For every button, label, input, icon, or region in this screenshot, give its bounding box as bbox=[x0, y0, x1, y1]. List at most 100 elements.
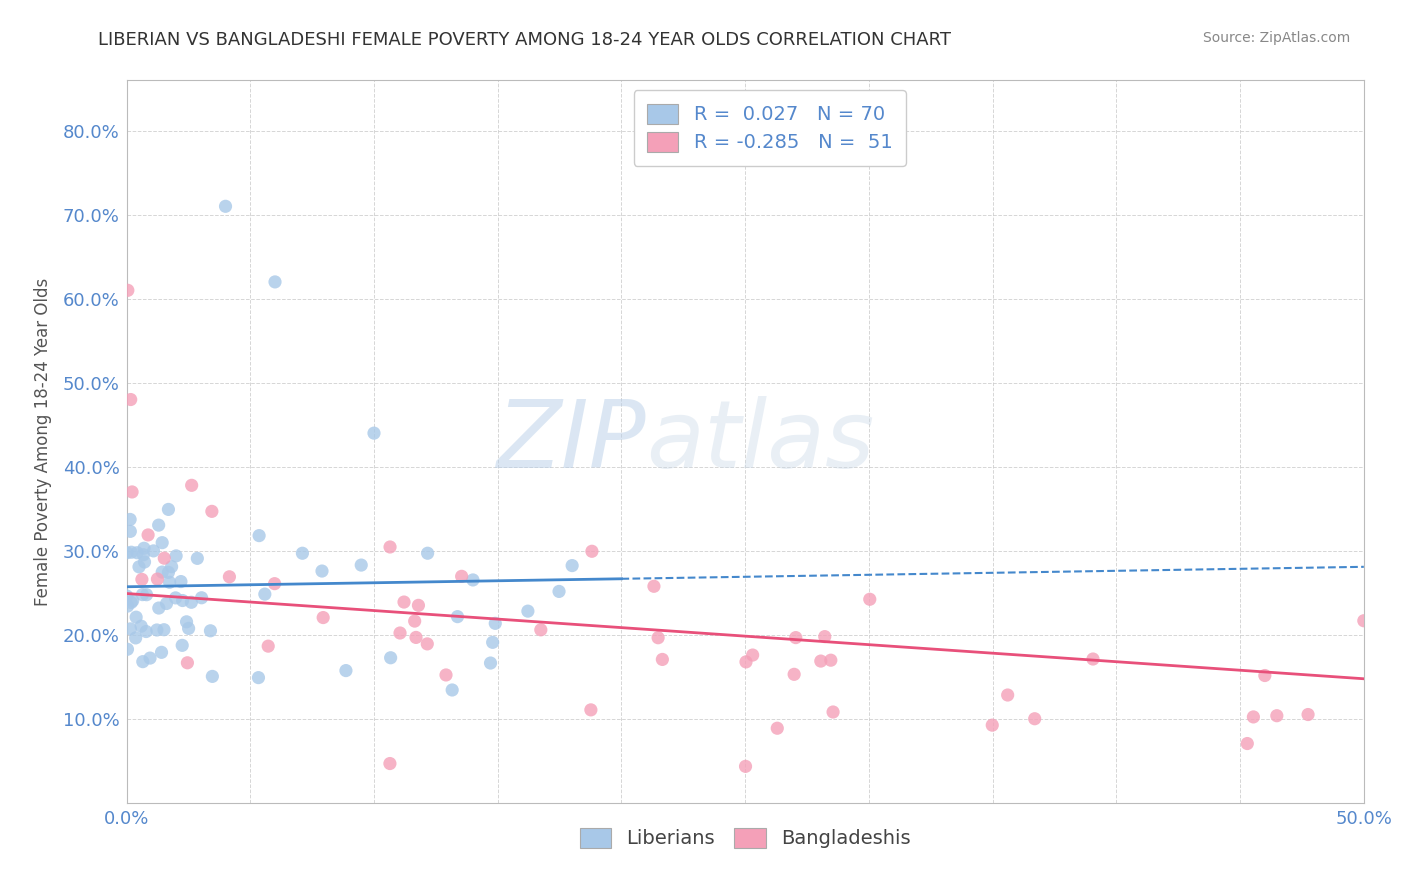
Point bbox=[416, 637, 439, 651]
Point bbox=[165, 591, 187, 605]
Point bbox=[132, 548, 155, 562]
Point bbox=[257, 639, 280, 653]
Point bbox=[247, 671, 270, 685]
Point bbox=[392, 595, 415, 609]
Point bbox=[479, 656, 502, 670]
Point bbox=[115, 546, 138, 560]
Point bbox=[312, 610, 335, 624]
Point bbox=[1296, 707, 1319, 722]
Point bbox=[291, 546, 314, 560]
Point bbox=[132, 655, 155, 669]
Point bbox=[363, 426, 385, 441]
Point bbox=[120, 392, 142, 407]
Text: LIBERIAN VS BANGLADESHI FEMALE POVERTY AMONG 18-24 YEAR OLDS CORRELATION CHART: LIBERIAN VS BANGLADESHI FEMALE POVERTY A… bbox=[98, 31, 952, 49]
Point bbox=[263, 576, 285, 591]
Point bbox=[404, 614, 426, 628]
Text: atlas: atlas bbox=[647, 396, 875, 487]
Text: ZIP: ZIP bbox=[496, 396, 647, 487]
Point bbox=[125, 610, 148, 624]
Point bbox=[416, 546, 439, 560]
Point bbox=[153, 623, 176, 637]
Point bbox=[859, 592, 882, 607]
Point bbox=[981, 718, 1004, 732]
Point bbox=[378, 540, 401, 554]
Point bbox=[172, 638, 194, 652]
Point bbox=[446, 609, 468, 624]
Point bbox=[651, 652, 673, 666]
Point bbox=[548, 584, 571, 599]
Point bbox=[335, 664, 357, 678]
Point bbox=[148, 518, 170, 533]
Point bbox=[441, 683, 464, 698]
Point bbox=[125, 546, 148, 560]
Point bbox=[135, 588, 157, 602]
Point bbox=[516, 604, 538, 618]
Point bbox=[247, 528, 270, 542]
Point bbox=[484, 616, 506, 631]
Point bbox=[177, 621, 200, 635]
Point bbox=[159, 575, 181, 590]
Point bbox=[155, 597, 177, 611]
Point bbox=[741, 648, 763, 662]
Point bbox=[153, 551, 176, 566]
Point bbox=[131, 573, 153, 587]
Point bbox=[117, 642, 139, 657]
Point bbox=[823, 705, 845, 719]
Point bbox=[735, 655, 758, 669]
Point bbox=[132, 541, 155, 556]
Point bbox=[408, 599, 430, 613]
Point bbox=[200, 624, 222, 638]
Point bbox=[180, 478, 202, 492]
Point bbox=[128, 559, 150, 574]
Point bbox=[1265, 708, 1288, 723]
Point bbox=[820, 653, 842, 667]
Point bbox=[530, 623, 553, 637]
Point bbox=[150, 645, 173, 659]
Point bbox=[157, 566, 180, 580]
Point bbox=[201, 669, 224, 683]
Point bbox=[117, 599, 139, 613]
Point bbox=[434, 668, 457, 682]
Point bbox=[1254, 668, 1277, 682]
Point bbox=[1024, 712, 1046, 726]
Point bbox=[120, 512, 142, 526]
Point bbox=[1236, 737, 1258, 751]
Point bbox=[131, 588, 153, 602]
Point bbox=[814, 630, 837, 644]
Point bbox=[190, 591, 212, 605]
Point bbox=[378, 756, 401, 771]
Point bbox=[350, 558, 373, 572]
Point bbox=[461, 573, 484, 587]
Y-axis label: Female Poverty Among 18-24 Year Olds: Female Poverty Among 18-24 Year Olds bbox=[34, 277, 52, 606]
Point bbox=[165, 549, 187, 563]
Point bbox=[129, 619, 152, 633]
Point bbox=[186, 551, 208, 566]
Point bbox=[150, 565, 173, 579]
Point bbox=[218, 570, 240, 584]
Point bbox=[810, 654, 832, 668]
Point bbox=[785, 631, 807, 645]
Point bbox=[176, 656, 198, 670]
Point bbox=[120, 545, 142, 559]
Point bbox=[264, 275, 287, 289]
Point bbox=[121, 485, 143, 500]
Point bbox=[120, 595, 142, 609]
Point bbox=[117, 283, 139, 297]
Text: Source: ZipAtlas.com: Source: ZipAtlas.com bbox=[1202, 31, 1350, 45]
Point bbox=[124, 631, 146, 645]
Point bbox=[1241, 710, 1264, 724]
Point bbox=[647, 631, 669, 645]
Point bbox=[136, 528, 159, 542]
Point bbox=[581, 544, 603, 558]
Point bbox=[311, 564, 333, 578]
Point bbox=[176, 615, 198, 629]
Point bbox=[150, 535, 173, 549]
Point bbox=[146, 623, 169, 637]
Point bbox=[783, 667, 806, 681]
Legend: Liberians, Bangladeshis: Liberians, Bangladeshis bbox=[569, 818, 921, 858]
Point bbox=[1353, 614, 1375, 628]
Point bbox=[766, 721, 789, 735]
Point bbox=[389, 626, 412, 640]
Point bbox=[115, 589, 138, 603]
Point bbox=[121, 593, 143, 607]
